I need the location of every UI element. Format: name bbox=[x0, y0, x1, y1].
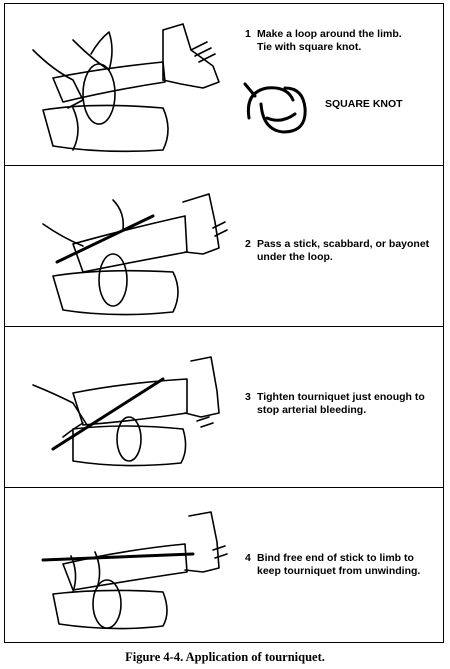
stick-under-loop-illustration bbox=[42, 193, 228, 316]
step-text: Make a loop around the limb. Tie with sq… bbox=[257, 28, 402, 53]
step-text: Pass a stick, scabbard, or bayonet under… bbox=[257, 238, 430, 263]
bind-stick-illustration bbox=[41, 511, 228, 630]
figure-frame: 1 Make a loop around the limb. Tie with … bbox=[4, 3, 444, 643]
step-1-instruction: 1 Make a loop around the limb. Tie with … bbox=[245, 28, 402, 54]
step-text: Bind free end of stick to limb to keep t… bbox=[257, 552, 421, 577]
step-number: 4 bbox=[245, 552, 251, 564]
square-knot-label: SQUARE KNOT bbox=[325, 98, 403, 110]
step-1-panel: 1 Make a loop around the limb. Tie with … bbox=[5, 4, 443, 165]
step-number: 2 bbox=[245, 238, 251, 250]
step-number: 1 bbox=[245, 28, 251, 40]
loop-around-limb-illustration bbox=[32, 23, 220, 153]
step-2-instruction: 2 Pass a stick, scabbard, or bayonet und… bbox=[245, 238, 429, 264]
step-3-instruction: 3 Tighten tourniquet just enough to stop… bbox=[245, 391, 425, 417]
figure-caption: Figure 4-4. Application of tourniquet. bbox=[125, 650, 325, 664]
step-3-panel: 3 Tighten tourniquet just enough to stop… bbox=[5, 326, 443, 487]
step-2-panel: 2 Pass a stick, scabbard, or bayonet und… bbox=[5, 165, 443, 326]
step-4-instruction: 4 Bind free end of stick to limb to keep… bbox=[245, 552, 420, 578]
tighten-tourniquet-illustration bbox=[32, 356, 220, 467]
square-knot-diagram bbox=[243, 82, 307, 134]
step-4-panel: 4 Bind free end of stick to limb to keep… bbox=[5, 487, 443, 642]
step-number: 3 bbox=[245, 391, 251, 403]
step-text: Tighten tourniquet just enough to stop a… bbox=[257, 391, 425, 416]
